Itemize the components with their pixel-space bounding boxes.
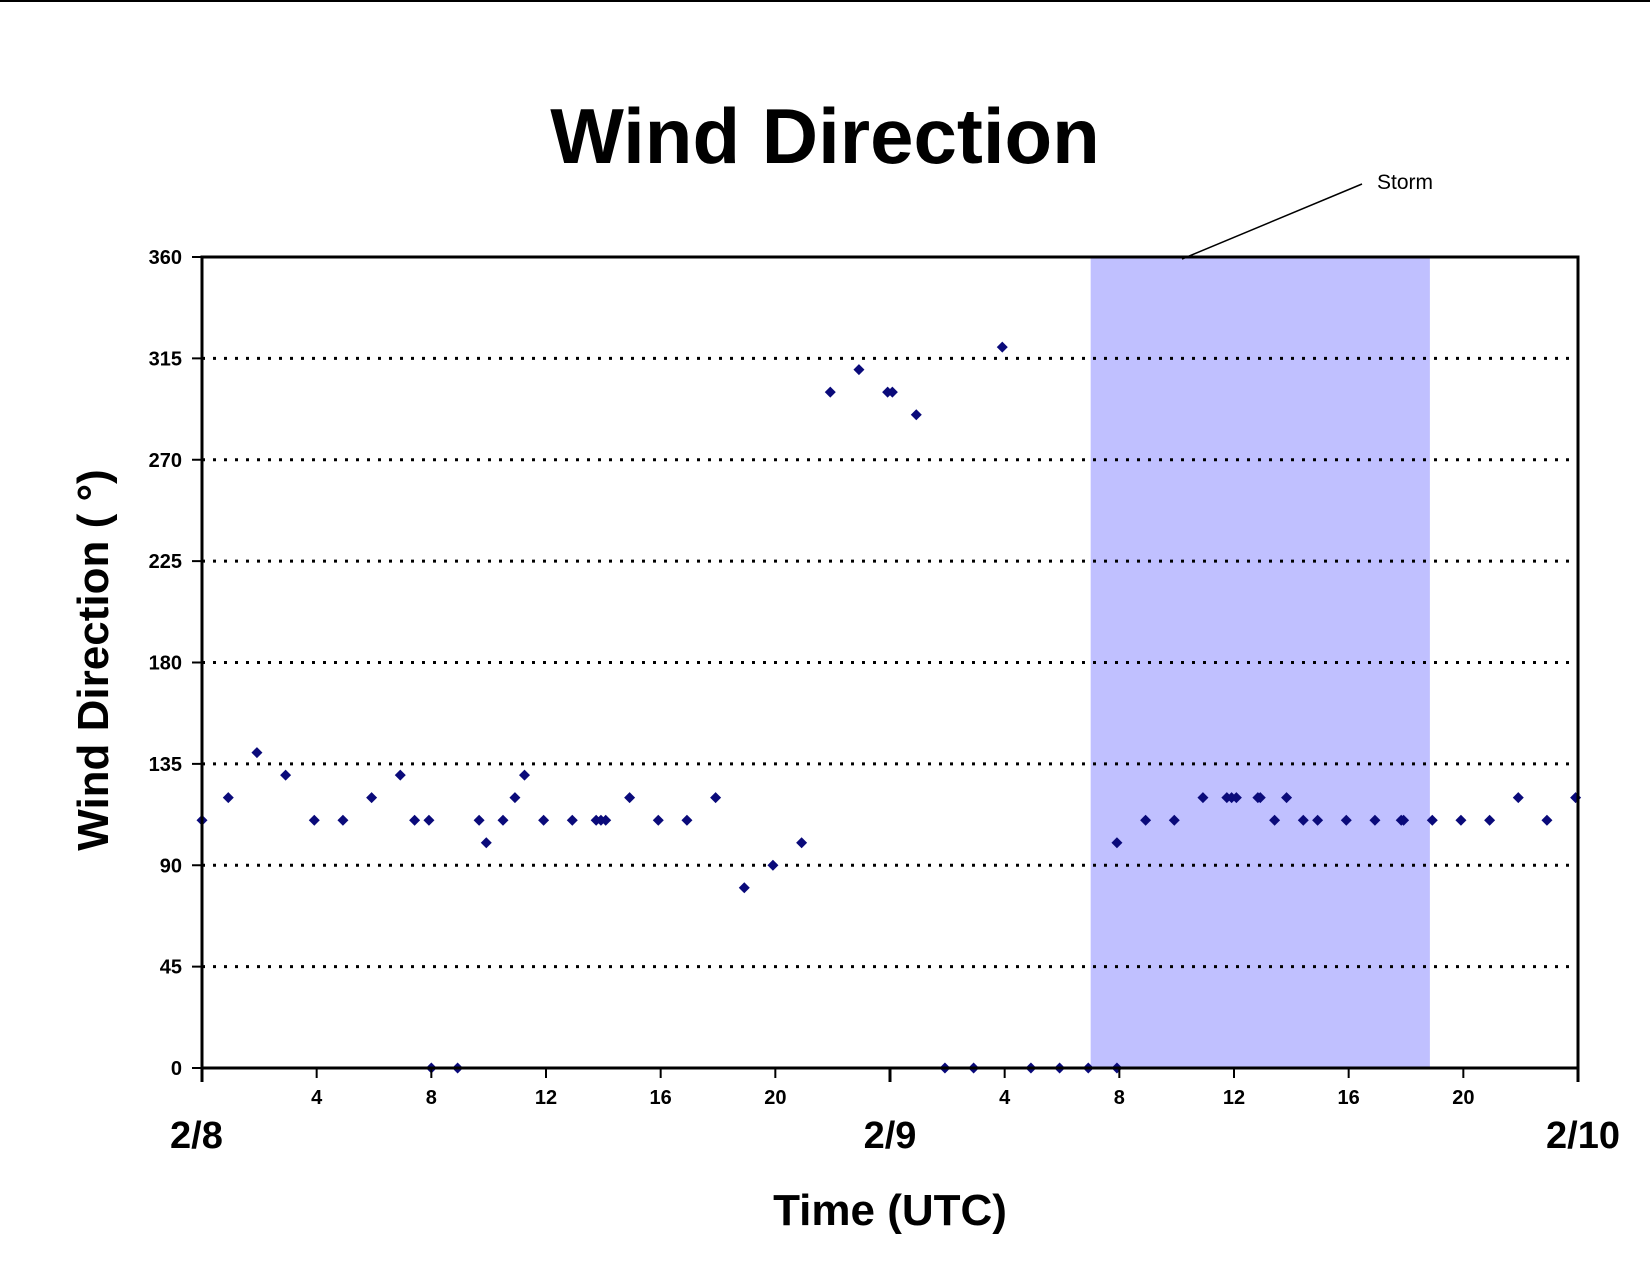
y-tick-label-45: 45 <box>160 957 182 979</box>
y-tick-label-315: 315 <box>149 348 182 370</box>
data-point-9 <box>423 814 435 826</box>
data-point-28 <box>796 837 808 849</box>
data-point-6 <box>366 792 378 804</box>
data-point-4 <box>308 814 320 826</box>
data-point-23 <box>652 814 664 826</box>
data-point-54 <box>1340 814 1352 826</box>
data-point-41 <box>1111 837 1123 849</box>
data-point-47 <box>1230 792 1242 804</box>
x-tick-label-h36: 12 <box>1223 1087 1245 1109</box>
data-point-57 <box>1398 814 1410 826</box>
data-point-59 <box>1455 814 1467 826</box>
x-tick-label-h40: 16 <box>1338 1087 1360 1109</box>
y-tick-label-135: 135 <box>149 754 182 776</box>
x-tick-label-h16: 16 <box>650 1087 672 1109</box>
data-point-58 <box>1426 814 1438 826</box>
y-tick-label-225: 225 <box>149 551 182 573</box>
y-axis-ticks-layer: 0 45 90 135 180 225 270 315 360 <box>149 247 202 1080</box>
gridlines-layer <box>202 356 1578 969</box>
y-tick-label-180: 180 <box>149 653 182 675</box>
x-tick-label-h28: 4 <box>999 1087 1011 1109</box>
data-point-8 <box>409 814 421 826</box>
data-point-33 <box>910 409 922 421</box>
y-tick-label-0: 0 <box>171 1058 182 1080</box>
data-point-17 <box>538 814 550 826</box>
data-point-53 <box>1312 814 1324 826</box>
x-tick-label-h20: 20 <box>764 1087 786 1109</box>
data-point-26 <box>738 882 750 894</box>
data-point-49 <box>1254 792 1266 804</box>
y-tick-label-270: 270 <box>149 450 182 472</box>
data-point-60 <box>1484 814 1496 826</box>
data-point-62 <box>1541 814 1553 826</box>
data-point-52 <box>1297 814 1309 826</box>
data-point-55 <box>1369 814 1381 826</box>
y-tick-label-360: 360 <box>149 247 182 269</box>
data-point-14 <box>497 814 509 826</box>
data-point-32 <box>886 386 898 398</box>
x-date-label-0: 2/8 <box>170 1115 223 1157</box>
data-point-5 <box>337 814 349 826</box>
data-point-61 <box>1512 792 1524 804</box>
chart-title: Wind Direction <box>550 92 1100 180</box>
data-point-43 <box>1168 814 1180 826</box>
y-axis-label: Wind Direction ( °) <box>69 469 118 850</box>
x-tick-label-h4: 4 <box>311 1087 323 1109</box>
storm-annotation-label: Storm <box>1377 171 1433 194</box>
x-date-label-2: 2/10 <box>1546 1115 1620 1157</box>
data-point-12 <box>473 814 485 826</box>
x-axis-ticks-layer: 4 8 12 16 20 4 8 12 16 20 2/8 2/9 2/10 <box>170 1068 1620 1157</box>
data-point-24 <box>681 814 693 826</box>
top-border-line <box>0 0 1650 2</box>
data-point-51 <box>1281 792 1293 804</box>
data-point-7 <box>394 769 406 781</box>
data-point-50 <box>1269 814 1281 826</box>
data-points-layer <box>196 341 1582 1074</box>
storm-annotation-leader-line <box>1181 183 1363 260</box>
data-point-27 <box>767 859 779 871</box>
data-point-18 <box>566 814 578 826</box>
data-point-1 <box>222 792 234 804</box>
y-tick-label-90: 90 <box>160 855 182 877</box>
x-tick-label-h44: 20 <box>1452 1087 1474 1109</box>
data-point-29 <box>824 386 836 398</box>
data-point-42 <box>1140 814 1152 826</box>
data-point-25 <box>710 792 722 804</box>
x-axis-label: Time (UTC) <box>773 1186 1007 1235</box>
data-point-13 <box>480 837 492 849</box>
data-point-3 <box>280 769 292 781</box>
data-point-21 <box>600 814 612 826</box>
x-tick-label-h32: 8 <box>1114 1087 1125 1109</box>
data-point-22 <box>624 792 636 804</box>
data-point-2 <box>251 747 263 759</box>
data-point-36 <box>996 341 1008 353</box>
data-point-15 <box>509 792 521 804</box>
x-tick-label-h8: 8 <box>426 1087 437 1109</box>
data-point-30 <box>853 364 865 376</box>
x-date-label-1: 2/9 <box>864 1115 917 1157</box>
data-point-44 <box>1197 792 1209 804</box>
data-point-16 <box>519 769 530 781</box>
x-tick-label-h12: 12 <box>535 1087 557 1109</box>
